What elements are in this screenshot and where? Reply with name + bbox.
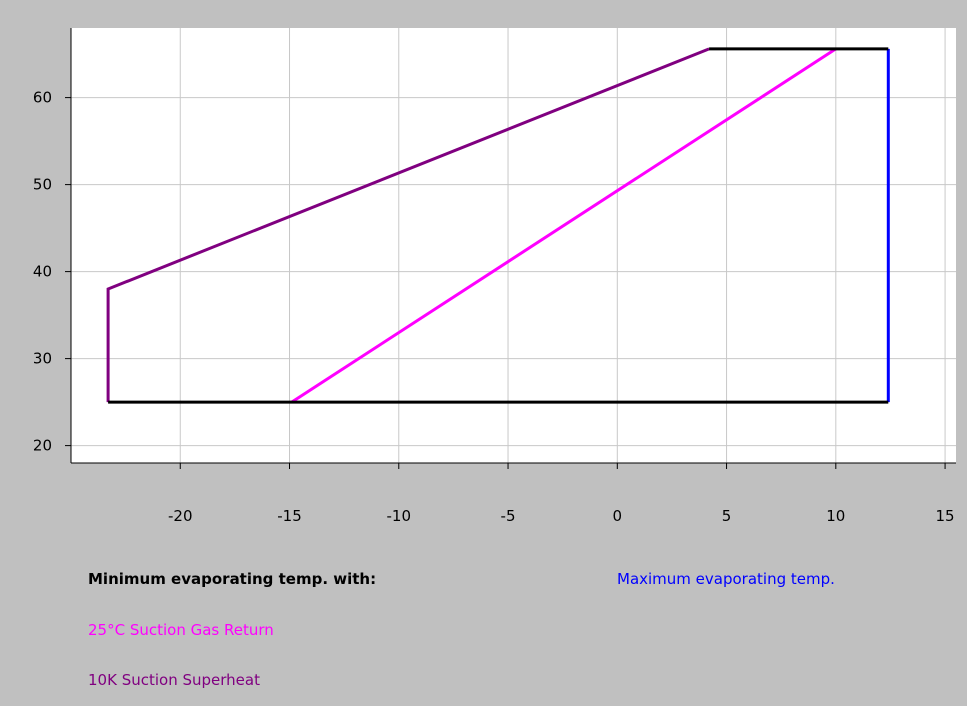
series-line (290, 47, 837, 404)
x-tick-label: -5 (501, 507, 516, 525)
legend-title: Minimum evaporating temp. with: (88, 570, 377, 588)
series-lines (106, 47, 890, 404)
x-tick-label: -15 (277, 507, 302, 525)
x-tick-label: -10 (387, 507, 412, 525)
x-tick-label: 5 (722, 507, 732, 525)
chart-svg: -20 -15 -10 -5 0 5 10 15 20 30 40 50 60 (33, 28, 956, 525)
y-tick-label: 50 (33, 176, 52, 194)
series-line (106, 47, 710, 403)
legend-entry-suction-superheat: 10K Suction Superheat (88, 671, 260, 689)
plot-area (71, 28, 956, 463)
x-tick-label: 0 (613, 507, 623, 525)
x-tick-label: 10 (826, 507, 845, 525)
legend-entry-max-evaporating: Maximum evaporating temp. (617, 570, 835, 588)
tick-marks: -20 -15 -10 -5 0 5 10 15 20 30 40 50 60 (33, 89, 955, 525)
y-tick-label: 60 (33, 89, 52, 107)
legend-entry-suction-gas-return: 25°C Suction Gas Return (88, 621, 274, 639)
y-tick-label: 20 (33, 437, 52, 455)
grid-lines (71, 28, 956, 463)
x-tick-label: -20 (168, 507, 193, 525)
y-tick-label: 40 (33, 263, 52, 281)
y-tick-label: 30 (33, 350, 52, 368)
x-tick-label: 15 (936, 507, 955, 525)
